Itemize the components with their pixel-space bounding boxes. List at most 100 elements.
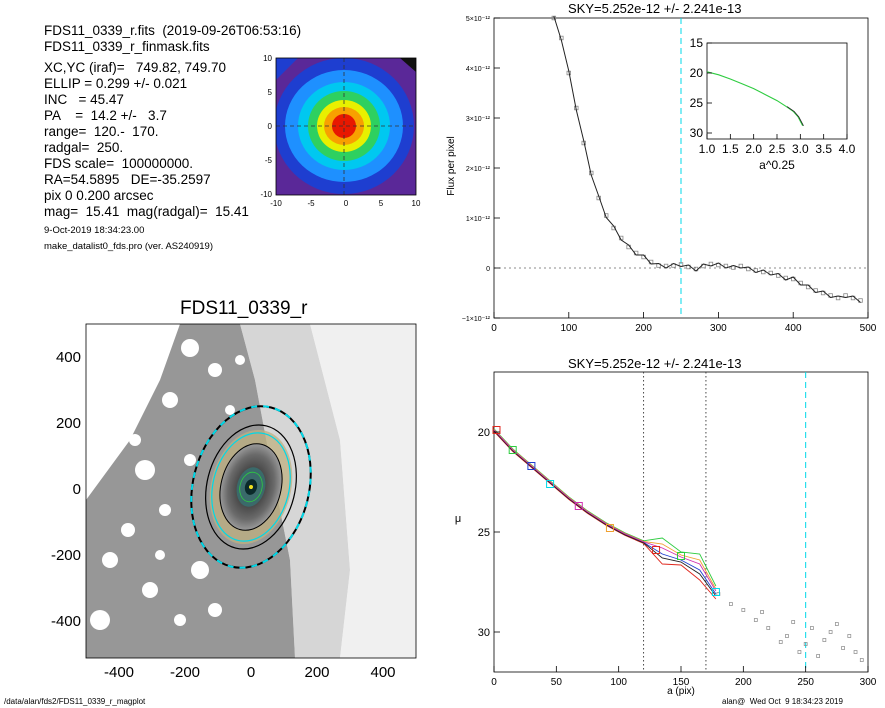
mu-extra-point: [760, 610, 764, 614]
mu-extra-point: [859, 658, 864, 662]
inset-plot: 15 20 25 30 1.0 1.5 2.0 2.5 3.0 3.5 4.0 a^0.25: [690, 36, 856, 172]
galaxy-xtick: 400: [370, 664, 395, 681]
galaxy-xtick: 200: [304, 664, 329, 681]
header-line1: FDS11_0339_r.fits (2019-09-26T06:53:16): [44, 23, 302, 38]
ellipse-range-cyan: [211, 432, 291, 542]
galaxy-ytick: -400: [51, 613, 81, 630]
galaxy-ytick: 200: [56, 415, 81, 432]
mu-yticks: 20 25 30: [478, 427, 500, 639]
program-name: make_datalist0_fds.pro (ver. AS240919): [44, 241, 213, 252]
flux-xtick-label: 300: [710, 323, 727, 334]
inset-xlabel: a^0.25: [759, 158, 795, 172]
mu-profile-line: [493, 429, 717, 592]
inset-xtick-label: 3.0: [792, 142, 809, 156]
inset-ytick-label: 20: [690, 66, 704, 80]
galaxy-xtick: 0: [247, 664, 255, 681]
header-line2: FDS11_0339_r_finmask.fits: [44, 39, 210, 54]
mu-extra-point: [766, 626, 771, 630]
inset-xtick-label: 1.0: [699, 142, 716, 156]
heatmap-xtick: 0: [344, 199, 349, 208]
mu-xtick-label: 150: [673, 677, 690, 688]
galaxy-panel: -400 -200 0 200 400 400 200 0 -200 -400: [51, 323, 417, 681]
param-mag: mag= 15.41 mag(radgal)= 15.41: [44, 204, 249, 219]
mu-ytick-label: 30: [478, 627, 490, 639]
flux-xticks: 0 100 200 300 400 500: [491, 312, 877, 334]
inset-xtick-label: 2.5: [769, 142, 786, 156]
ellipse-inner-black: [219, 443, 283, 531]
date-stamp: 9-Oct-2019 18:34:23.00: [44, 225, 145, 236]
galaxy-xtick: -200: [170, 664, 200, 681]
galaxy-body: [209, 429, 293, 545]
flux-ytick-label: −1×10⁻¹²: [462, 316, 491, 323]
galaxy-frame: [85, 323, 417, 659]
inset-line-black: [786, 106, 804, 126]
inset-xtick-label: 4.0: [839, 142, 856, 156]
mu-marker: [546, 480, 555, 488]
heatmap-ytick: -5: [265, 156, 273, 165]
mask-holes: [90, 339, 245, 630]
mu-marker: [574, 502, 583, 510]
mu-xtick-label: 100: [610, 677, 627, 688]
galaxy-ytick: 0: [73, 481, 81, 498]
mu-extra-point: [791, 620, 796, 624]
flux-xtick-label: 200: [635, 323, 652, 334]
inset-yticks: 15 20 25 30: [690, 36, 712, 140]
inset-ytick-label: 30: [690, 126, 704, 140]
inset-ytick-label: 25: [690, 96, 704, 110]
mu-marker: [677, 552, 685, 560]
galaxy-xtick: -400: [104, 664, 134, 681]
mu-extra-point: [753, 618, 758, 622]
inset-xtick-label: 1.5: [722, 142, 739, 156]
flux-ytick-label: 2×10⁻¹²: [466, 166, 491, 173]
heatmap-ytick: 5: [268, 88, 273, 97]
heatmap-ytick: 0: [268, 122, 273, 131]
mu-xticks: 0 50 100 150 200 250 300: [491, 666, 877, 688]
mu-extra-point: [816, 654, 820, 658]
heatmap-xtick: 5: [379, 199, 384, 208]
mu-xtick-label: 50: [551, 677, 563, 688]
mu-extra-point: [803, 642, 808, 646]
flux-xtick-label: 500: [860, 323, 877, 334]
flux-xtick-label: 0: [491, 323, 497, 334]
galaxy-ytick: -200: [51, 547, 81, 564]
mu-xlabel: a (pix): [667, 686, 695, 697]
mu-extra-points: [716, 592, 864, 662]
mu-extra-point: [741, 608, 746, 612]
mu-extra-point: [810, 626, 814, 630]
mu-extra-point: [778, 640, 783, 644]
mu-marker: [527, 462, 536, 470]
mu-marker: [508, 446, 517, 454]
mu-extra-point: [853, 650, 858, 654]
param-pa: PA = 14.2 +/- 3.7: [44, 108, 167, 123]
mu-xtick-label: 250: [797, 677, 814, 688]
mu-ytick-label: 20: [478, 427, 490, 439]
galaxy-ytick: 400: [56, 349, 81, 366]
heatmap-image: [276, 58, 416, 195]
inset-frame: [706, 42, 848, 140]
mu-extra-point: [797, 650, 802, 654]
heatmap-xtick: -5: [307, 199, 315, 208]
param-scale: FDS scale= 100000000.: [44, 156, 193, 171]
mu-xtick-label: 300: [860, 677, 877, 688]
param-inc: INC = 45.47: [44, 92, 124, 107]
param-ellip: ELLIP = 0.299 +/- 0.021: [44, 76, 188, 91]
param-radgal: radgal= 250.: [44, 140, 124, 155]
param-radec: RA=54.5895 DE=-35.2597: [44, 172, 211, 187]
mu-extra-point: [834, 622, 839, 626]
heatmap-ytick: -10: [260, 190, 272, 199]
mu-extra-point: [828, 630, 833, 634]
mu-marker: [652, 546, 661, 554]
mu-plot: 20 25 30 0 50 100 150 200 250 300 a (pix) μ: [455, 371, 877, 697]
mu-xtick-label: 200: [735, 677, 752, 688]
param-range: range= 120.- 170.: [44, 124, 159, 139]
footer-user: alan@ Wed Oct 9 18:34:23 2019: [722, 697, 843, 706]
inset-line-green: [706, 71, 804, 127]
flux-ylabel: Flux per pixel: [446, 136, 457, 195]
mu-ylabel: μ: [455, 513, 461, 525]
flux-ytick-label: 4×10⁻¹²: [466, 66, 491, 73]
mu-extra-point: [847, 634, 852, 638]
inset-ytick-label: 15: [690, 36, 704, 50]
galaxy-title: FDS11_0339_r: [180, 298, 308, 319]
mu-xtick-label: 0: [491, 677, 497, 688]
ellipse-mid-black: [205, 424, 297, 550]
